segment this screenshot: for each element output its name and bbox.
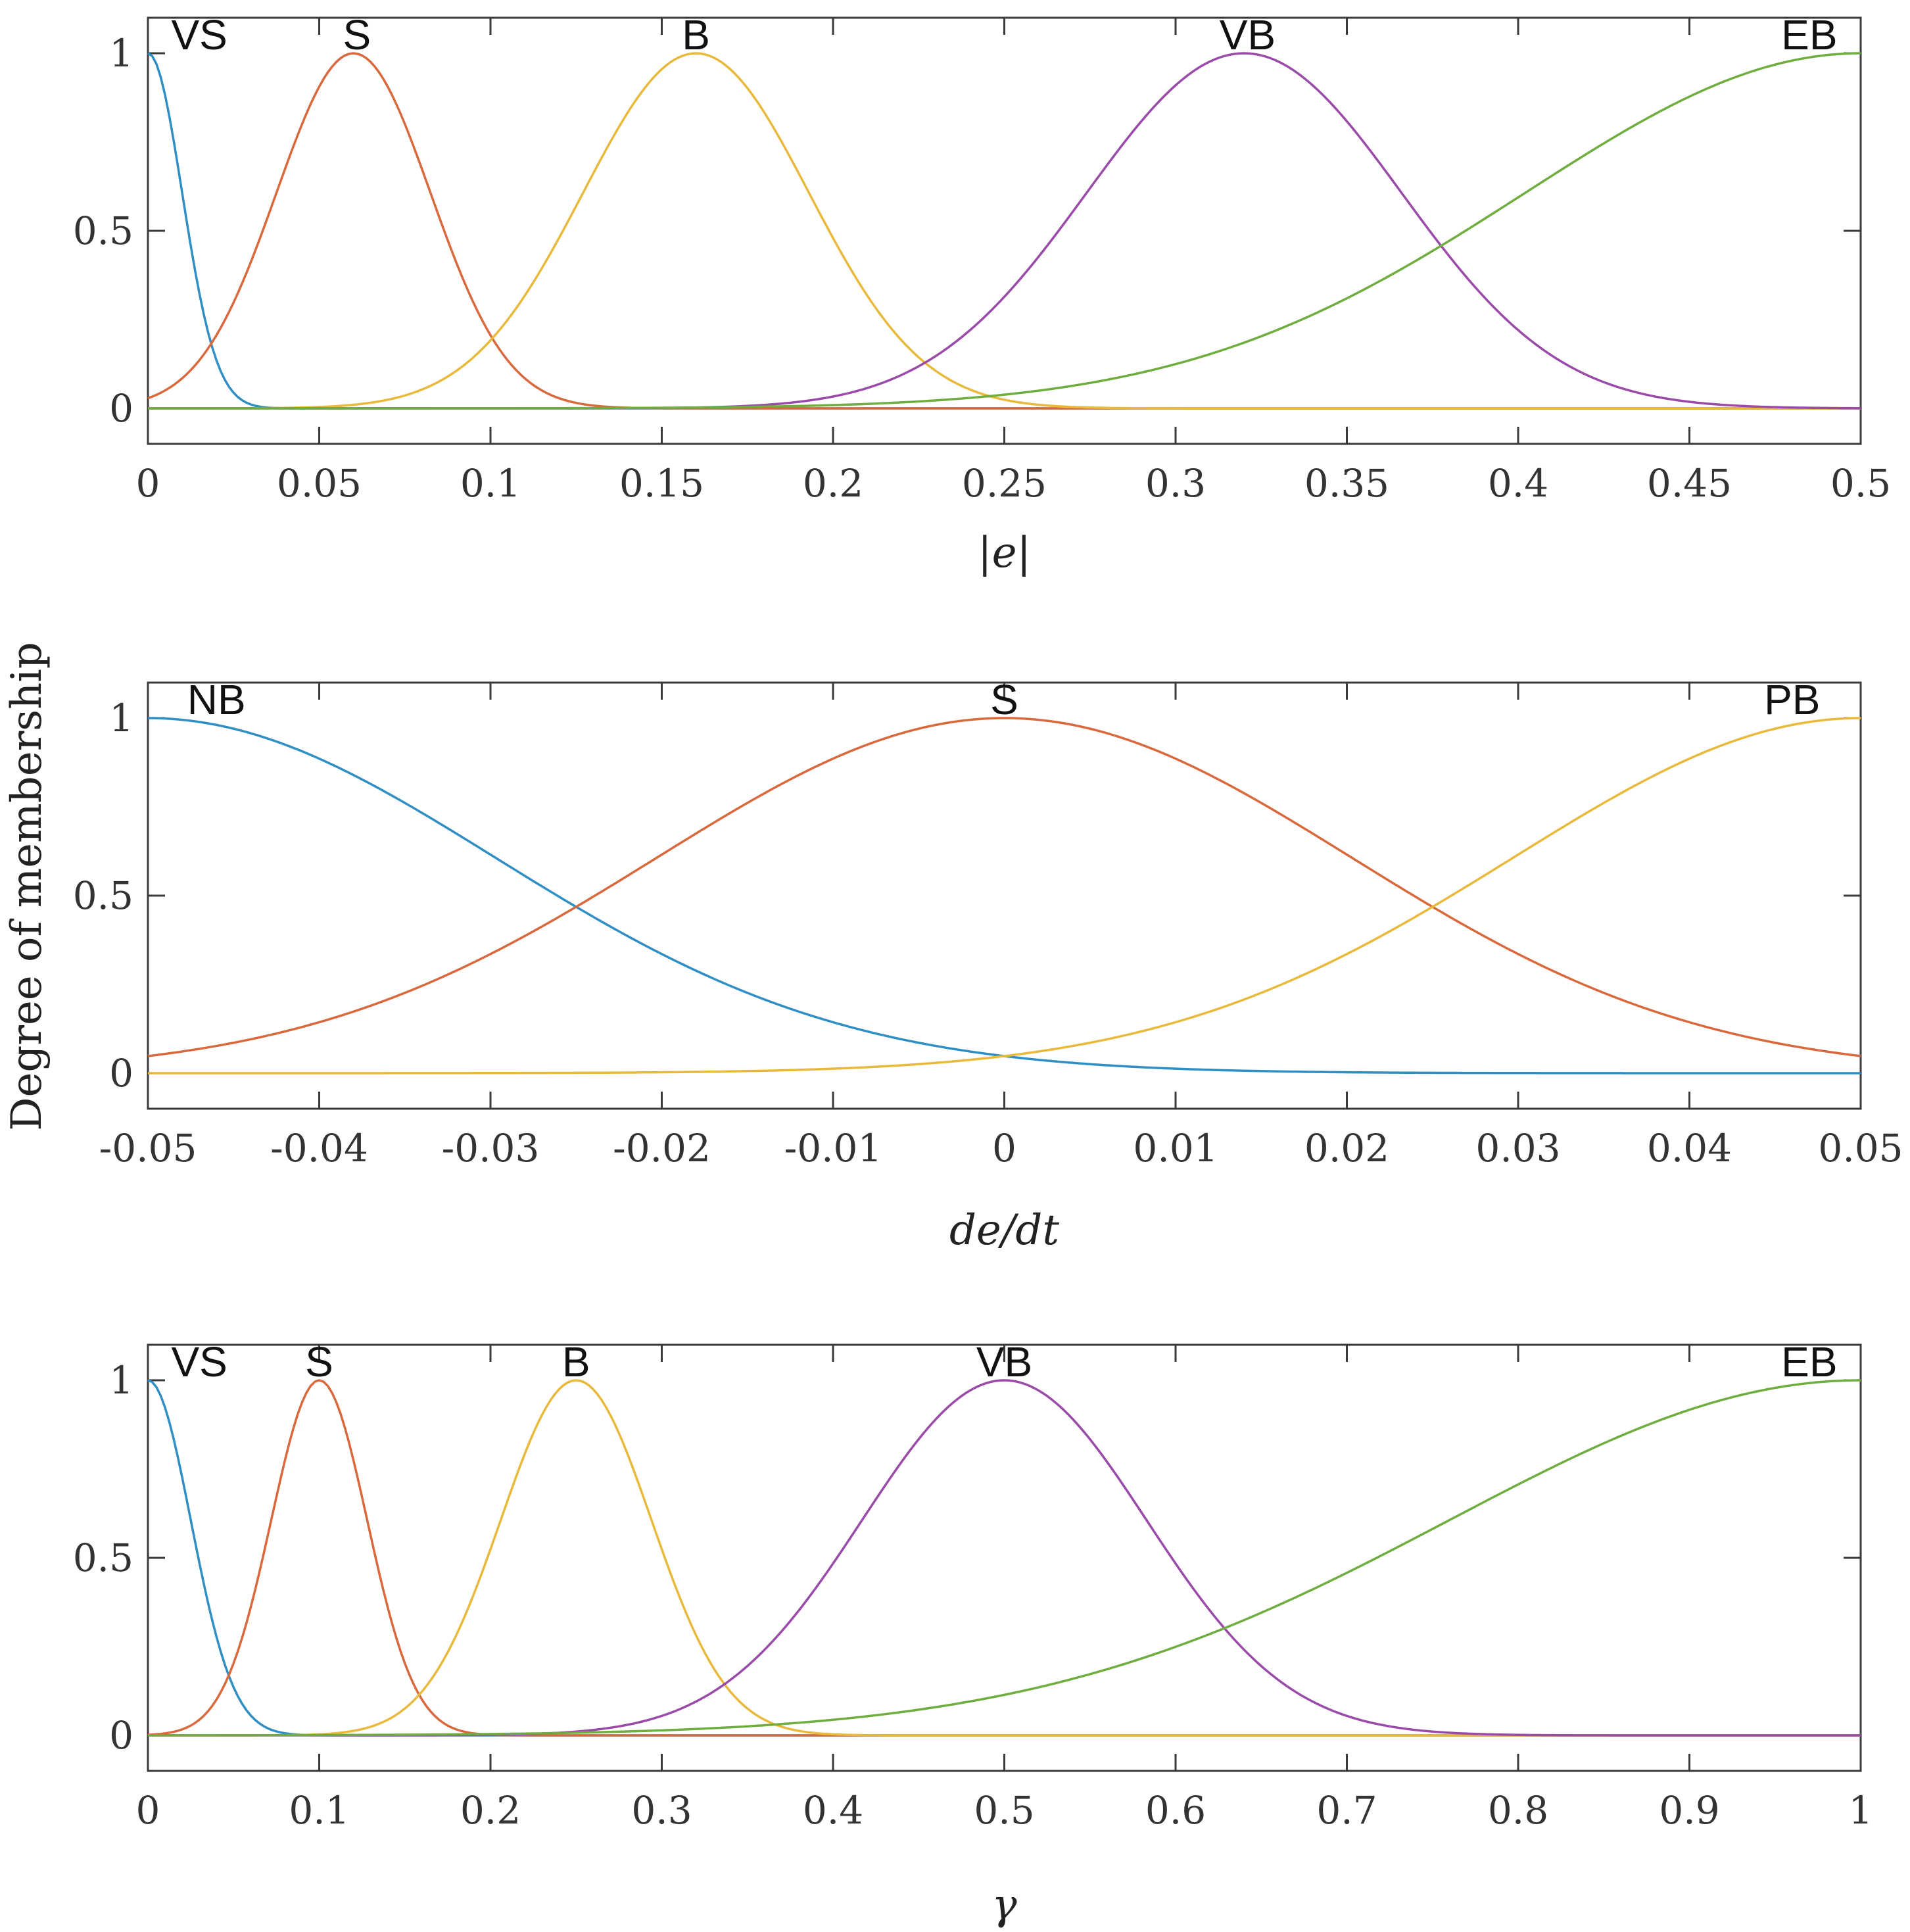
y-tick-label: 0.5: [73, 208, 133, 253]
y-tick-label: 0.5: [73, 873, 133, 918]
x-tick-label: 0.7: [1316, 1788, 1377, 1833]
term-label-eb: EB: [1781, 1338, 1837, 1386]
x-tick-label: 0.4: [1488, 461, 1548, 506]
x-tick-label: -0.02: [613, 1126, 711, 1171]
y-tick-label: 1: [109, 31, 133, 76]
term-label-s: S: [343, 11, 371, 59]
y-tick-label: 0: [109, 1713, 133, 1758]
x-tick-label: 0.03: [1475, 1126, 1560, 1171]
membership-curve-s: [147, 717, 1861, 1057]
membership-curve-s: [147, 52, 1861, 410]
x-tick-label: 0.05: [277, 461, 362, 506]
membership-curve-s: [147, 1379, 1861, 1737]
membership-curve-vb: [148, 52, 1861, 410]
term-label-s: S: [990, 676, 1018, 723]
term-label-vb: VB: [976, 1338, 1032, 1386]
x-tick-label: 0.4: [803, 1788, 863, 1833]
x-tick-label: -0.01: [784, 1126, 882, 1171]
y-tick-label: 1: [109, 1358, 133, 1403]
x-tick-label: 0.04: [1647, 1126, 1732, 1171]
x-tick-label: 0.01: [1133, 1126, 1218, 1171]
x-tick-label: 0.15: [619, 461, 704, 506]
membership-curve-vs: [147, 1379, 1861, 1737]
plot-frame: [147, 16, 1862, 445]
y-axis-label: Degree of membership: [3, 642, 51, 1131]
term-label-pb: PB: [1764, 676, 1820, 723]
term-label-vs: VS: [171, 11, 227, 59]
membership-curve-b: [148, 1379, 1861, 1737]
x-tick-label: 0.1: [460, 461, 521, 506]
term-label-b: B: [562, 1338, 590, 1386]
membership-curve-eb: [147, 1379, 1861, 1737]
x-tick-label: 0.6: [1145, 1788, 1206, 1833]
term-label-nb: NB: [187, 676, 246, 723]
y-tick-label: 0.5: [73, 1535, 133, 1580]
x-tick-label: 0: [136, 461, 160, 506]
x-tick-label: 0.3: [631, 1788, 692, 1833]
chart-panel-1: 0 0.05 0.1 0.15 0.2 0.25 0.3 0.35 0.4 0.45 0.5 0 0.5…: [73, 11, 1891, 577]
membership-curve-eb: [148, 52, 1861, 410]
x-tick-label: 0.8: [1488, 1788, 1548, 1833]
x-tick-label: 0.1: [289, 1788, 349, 1833]
x-tick-label: 0.2: [803, 461, 863, 506]
chart-panel-3: 0 0.1 0.2 0.3 0.4 0.5 0.6 0.7 0.8 0.9 1 0 0.5 1 VS S B VB…: [73, 1338, 1873, 1929]
term-label-vs: VS: [171, 1338, 227, 1386]
membership-curve-nb: [147, 717, 1861, 1075]
term-label-b: B: [682, 11, 710, 59]
x-tick-label: 0.5: [974, 1788, 1034, 1833]
x-tick-label: 0.5: [1830, 461, 1891, 506]
term-label-s: S: [305, 1338, 333, 1386]
x-tick-label: 1: [1849, 1788, 1873, 1833]
x-tick-label: -0.03: [442, 1126, 540, 1171]
x-tick-label: 0.25: [962, 461, 1047, 506]
x-tick-label: 0.2: [460, 1788, 521, 1833]
x-tick-label: -0.04: [270, 1126, 368, 1171]
term-label-vb: VB: [1220, 11, 1276, 59]
y-tick-label: 0: [109, 386, 133, 431]
membership-curve-pb: [148, 717, 1861, 1075]
x-tick-label: 0.05: [1818, 1126, 1903, 1171]
plot-frame: [147, 681, 1862, 1110]
y-tick-label: 1: [109, 696, 133, 740]
y-tick-label: 0: [109, 1051, 133, 1096]
x-tick-label: 0.35: [1304, 461, 1389, 506]
x-axis-label: |e|: [978, 529, 1031, 577]
chart-panel-2: -0.05 -0.04 -0.03 -0.02 -0.01 0 0.01 0.02 0.03 0.…: [73, 676, 1903, 1255]
membership-curve-vs: [147, 52, 1861, 410]
x-tick-label: 0.3: [1145, 461, 1206, 506]
x-tick-label: 0: [992, 1126, 1016, 1171]
plot-frame: [147, 1343, 1862, 1772]
membership-curve-vb: [148, 1379, 1861, 1737]
membership-curve-b: [147, 52, 1861, 410]
x-tick-label: 0.02: [1304, 1126, 1389, 1171]
x-axis-label: de/dt: [949, 1206, 1059, 1255]
x-tick-label: -0.05: [99, 1126, 197, 1171]
x-tick-label: 0: [136, 1788, 160, 1833]
term-label-eb: EB: [1781, 11, 1837, 59]
x-tick-label: 0.9: [1659, 1788, 1719, 1833]
x-axis-label: γ: [991, 1881, 1017, 1929]
x-tick-label: 0.45: [1647, 461, 1732, 506]
